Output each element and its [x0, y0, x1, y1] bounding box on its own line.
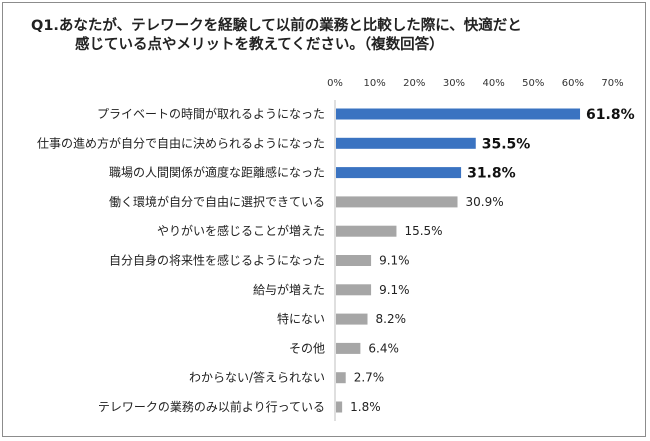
chart-frame: Q1.あなたが、テレワークを経験して以前の業務と比較した際に、快適だと 感じてい… — [2, 2, 646, 437]
category-label: 自分自身の将来性を感じるようになった — [109, 253, 325, 268]
category-label: その他 — [289, 341, 325, 355]
bar — [336, 313, 368, 325]
data-label: 31.8% — [467, 166, 516, 182]
bar — [336, 342, 361, 354]
bar — [336, 167, 462, 179]
bar — [336, 108, 581, 120]
data-label: 61.8% — [586, 107, 635, 123]
bar — [336, 372, 346, 384]
category-label: 特にない — [277, 311, 325, 326]
category-label: わからない/答えられない — [189, 370, 325, 385]
bar — [336, 196, 458, 208]
chart-title-line-1: Q1.あなたが、テレワークを経験して以前の業務と比較した際に、快適だと — [31, 18, 522, 34]
category-label: テレワークの業務のみ以前より行っている — [98, 399, 325, 414]
x-tick-label: 0% — [327, 78, 343, 89]
bar — [336, 137, 476, 149]
x-tick-label: 20% — [403, 78, 425, 89]
data-label: 15.5% — [404, 224, 442, 238]
category-label: やりがいを感じることが増えた — [157, 223, 325, 238]
x-tick-label: 70% — [601, 78, 623, 89]
bar — [336, 225, 397, 237]
x-tick-label: 10% — [364, 78, 386, 89]
category-label: 給与が増えた — [253, 282, 325, 297]
data-label: 1.8% — [350, 400, 381, 414]
category-label: プライベートの時間が取れるようになった — [97, 106, 325, 121]
x-tick-label: 50% — [522, 78, 544, 89]
data-label: 9.1% — [379, 254, 410, 268]
x-tick-label: 40% — [482, 78, 504, 89]
x-tick-label: 30% — [443, 78, 465, 89]
bar — [336, 284, 372, 296]
category-label: 職場の人間関係が適度な距離感になった — [109, 165, 325, 180]
data-label: 2.7% — [354, 371, 385, 385]
chart-title: Q1.あなたが、テレワークを経験して以前の業務と比較した際に、快適だと 感じてい… — [31, 17, 631, 55]
data-label: 8.2% — [376, 312, 407, 326]
chart-title-line-2: 感じている点やメリットを教えてください。（複数回答） — [75, 37, 444, 53]
bar — [336, 401, 343, 413]
bar — [336, 255, 372, 266]
data-label: 9.1% — [379, 283, 410, 297]
category-label: 仕事の進め方が自分で自由に決められるようになった — [37, 135, 325, 150]
data-label: 6.4% — [368, 341, 399, 355]
data-label: 30.9% — [466, 195, 504, 209]
category-label: 働く環境が自分で自由に選択できている — [109, 194, 325, 209]
x-tick-label: 60% — [562, 78, 584, 89]
data-label: 35.5% — [482, 136, 531, 152]
